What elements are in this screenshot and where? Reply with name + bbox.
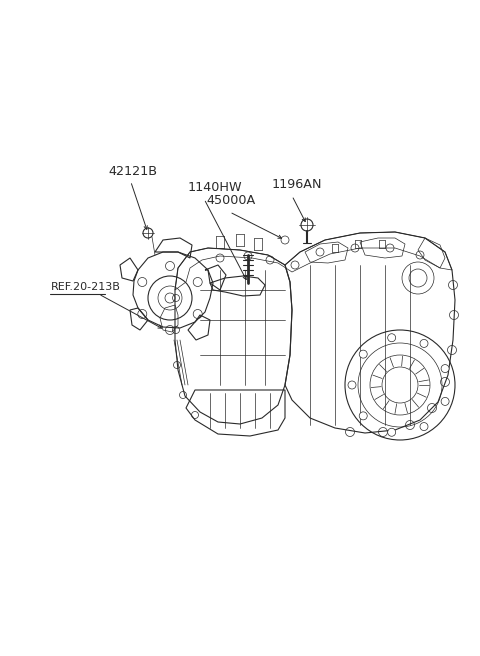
Text: 45000A: 45000A [206,194,256,207]
Circle shape [441,398,449,405]
Circle shape [388,428,396,436]
Circle shape [348,381,356,389]
Text: 1196AN: 1196AN [271,178,322,191]
Circle shape [420,339,428,348]
Circle shape [441,365,449,373]
Text: REF.20-213B: REF.20-213B [50,282,120,292]
Circle shape [359,350,367,358]
Circle shape [420,422,428,430]
Circle shape [388,334,396,342]
Circle shape [359,412,367,420]
Text: 42121B: 42121B [108,165,157,178]
Text: 1140HW: 1140HW [187,180,242,194]
